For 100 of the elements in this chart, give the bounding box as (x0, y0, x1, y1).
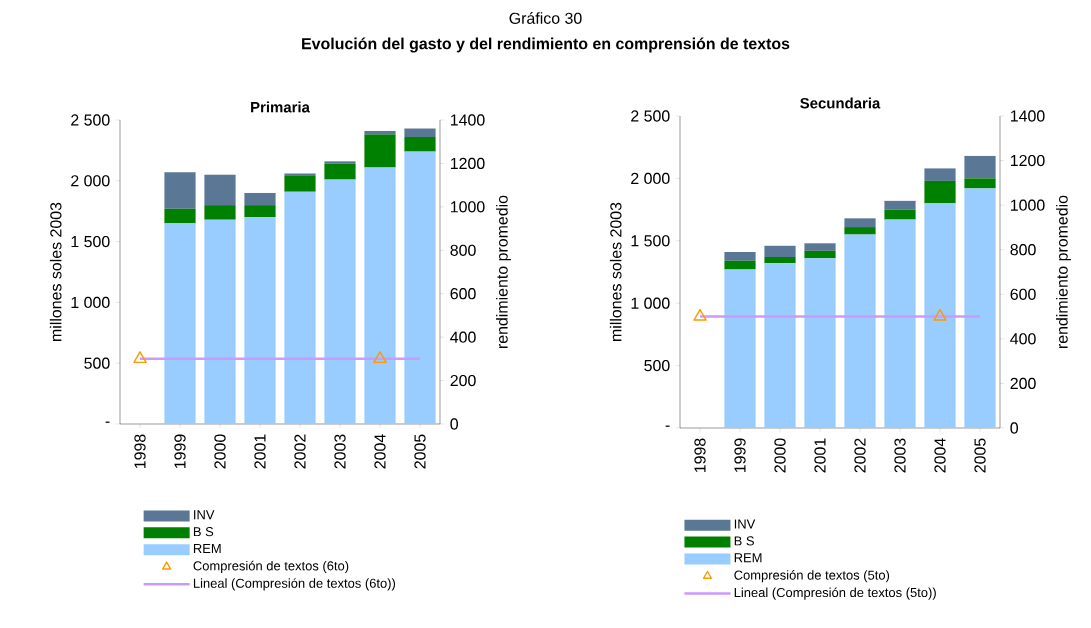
y-tick-label: 2 500 (631, 110, 670, 122)
y-tick-label: 2 000 (631, 172, 670, 185)
bar (724, 260, 756, 270)
y2-tick-label: 600 (1010, 288, 1036, 300)
bar (284, 191, 316, 424)
bar (324, 179, 356, 424)
bar (164, 172, 196, 209)
bar (964, 178, 996, 189)
bar (964, 188, 996, 428)
x-tick-label: 2004 (934, 438, 946, 473)
legend-label: Lineal (Compresión de textos (6to)) (193, 578, 396, 591)
y2-tick-label: 1200 (450, 157, 485, 170)
legend-label: INV (734, 519, 756, 529)
x-tick-label: 2005 (974, 438, 986, 473)
x-tick-label: 1998 (694, 438, 706, 473)
bar (284, 175, 316, 192)
y2-axis-title: rendimiento promedio (1056, 195, 1071, 349)
x-tick-label: 2001 (254, 434, 266, 469)
y-tick-label: 1 500 (71, 235, 110, 248)
y2-tick-label: 1200 (1010, 154, 1045, 167)
y-tick-label: 2 000 (71, 175, 110, 187)
bar (204, 174, 236, 206)
bar (364, 134, 396, 168)
y2-tick-label: 800 (450, 244, 476, 256)
x-tick-label: 1998 (134, 434, 146, 469)
y-tick-label: 2 500 (71, 114, 110, 126)
y2-tick-label: 200 (1010, 377, 1036, 390)
bar (804, 258, 836, 428)
bar (804, 243, 836, 251)
y-tick-label: 1 000 (631, 297, 670, 309)
y2-tick-label: 800 (1010, 244, 1036, 256)
legend-label: REM (193, 543, 221, 553)
bar (404, 151, 436, 424)
y2-tick-label: 200 (450, 374, 476, 387)
x-tick-label: 2000 (774, 438, 786, 473)
bar (844, 227, 876, 235)
bar (364, 130, 396, 135)
x-tick-label: 2000 (214, 434, 226, 469)
legend-label: Compresión de textos (5to) (734, 570, 890, 583)
bar (804, 250, 836, 259)
x-tick-label: 1999 (734, 438, 746, 473)
y2-axis-title: rendimiento promedio (496, 195, 511, 349)
bar (884, 219, 916, 428)
y-axis-title: millones soles 2003 (49, 202, 62, 341)
bar (924, 180, 956, 204)
y-axis-title: millones soles 2003 (609, 202, 622, 341)
y2-tick-label: 400 (1010, 333, 1036, 345)
bar (364, 167, 396, 424)
y-tick-label: 1 000 (71, 296, 110, 309)
bar (924, 203, 956, 428)
legend-label: B S (734, 536, 754, 546)
legend-label: Lineal (Compresión de textos (5to)) (734, 587, 936, 600)
y2-tick-label: 1000 (450, 201, 485, 213)
x-tick-label: 2005 (414, 434, 426, 469)
x-tick-label: 2003 (894, 438, 906, 473)
legend-label: REM (734, 553, 762, 563)
y-tick-label: 500 (84, 357, 110, 369)
x-tick-label: 2003 (334, 434, 346, 469)
bar (724, 269, 756, 428)
bar (724, 252, 756, 261)
legend-label: B S (193, 527, 214, 537)
y2-tick-label: 0 (1010, 422, 1018, 434)
bar (884, 200, 916, 210)
y-tick-label: 500 (644, 359, 670, 372)
bar (924, 168, 956, 181)
chart-title: Primaria (251, 101, 310, 113)
bar (164, 223, 196, 424)
x-tick-label: 2002 (294, 434, 306, 469)
y2-tick-label: 1400 (1010, 110, 1045, 122)
y2-tick-label: 600 (450, 288, 476, 300)
y-tick-label: 1 500 (631, 235, 670, 247)
y-tick-label: - (665, 425, 670, 427)
bar (404, 128, 436, 138)
bar (324, 161, 356, 164)
bar (764, 257, 796, 264)
bar (164, 208, 196, 224)
x-tick-label: 1999 (174, 434, 186, 469)
y2-tick-label: 1400 (450, 114, 485, 126)
bar (404, 137, 436, 152)
bar (764, 263, 796, 428)
bar (844, 234, 876, 428)
bar (884, 209, 916, 220)
bar (324, 163, 356, 180)
y2-tick-label: 400 (450, 331, 476, 343)
y-tick-label: - (105, 421, 110, 423)
x-tick-label: 2004 (374, 434, 386, 469)
bar (244, 217, 276, 424)
chart-title: Secundaria (800, 97, 881, 109)
bar (764, 245, 796, 258)
y2-tick-label: 1000 (1010, 199, 1045, 211)
bar (244, 205, 276, 218)
bar (204, 205, 236, 220)
bar (244, 192, 276, 206)
y2-tick-label: 0 (450, 418, 458, 430)
text: Evolución del gasto y del rendimiento en comprensión de textos (302, 37, 790, 53)
x-tick-label: 2001 (814, 438, 826, 473)
legend-label: INV (194, 510, 215, 520)
x-tick-label: 2002 (854, 438, 866, 473)
bar (844, 218, 876, 228)
bar (964, 155, 996, 179)
